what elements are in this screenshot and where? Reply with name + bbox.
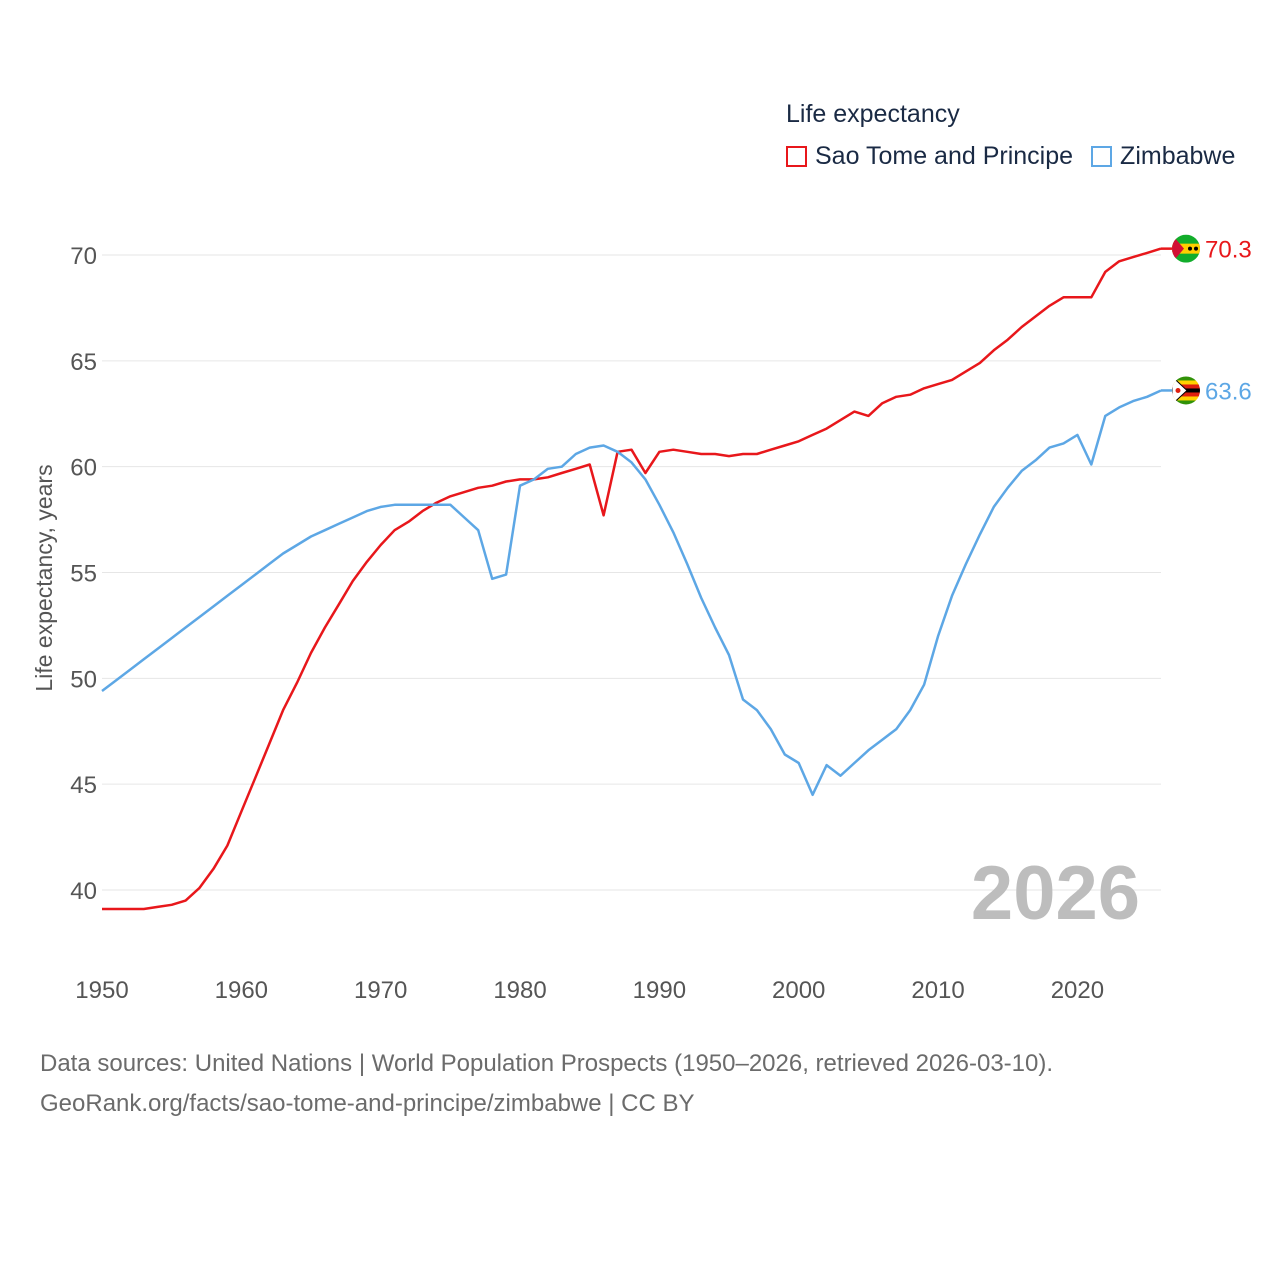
series-line-zimbabwe — [101, 389, 1162, 797]
x-tick-label: 2010 — [911, 977, 964, 1004]
legend-item-sao-tome[interactable]: Sao Tome and Principe — [786, 142, 1073, 171]
y-tick-label: 55 — [70, 561, 97, 588]
y-axis-ticks: 40 45 50 55 60 65 70 — [70, 243, 97, 905]
y-tick-label: 65 — [70, 349, 97, 376]
x-tick-label: 1960 — [215, 977, 268, 1004]
legend-swatch-sao-tome — [786, 146, 807, 167]
end-value-label-sao-tome: 70.3 — [1205, 237, 1252, 264]
grid-lines — [102, 254, 1161, 891]
y-tick-label: 60 — [70, 455, 97, 482]
y-tick-label: 50 — [70, 666, 97, 693]
legend-title: Life expectancy — [786, 100, 960, 128]
legend: Sao Tome and Principe Zimbabwe — [786, 142, 1253, 171]
x-tick-label: 1970 — [354, 977, 407, 1004]
source-line-2[interactable]: GeoRank.org/facts/sao-tome-and-principe/… — [40, 1090, 695, 1117]
flag-icon-sao-tome — [1161, 234, 1200, 263]
legend-item-zimbabwe[interactable]: Zimbabwe — [1091, 142, 1235, 171]
legend-label-zimbabwe: Zimbabwe — [1120, 142, 1236, 170]
x-tick-label: 2000 — [772, 977, 825, 1004]
x-tick-label: 2020 — [1051, 977, 1104, 1004]
legend-label-sao-tome: Sao Tome and Principe — [815, 142, 1074, 170]
year-watermark: 2026 — [971, 851, 1140, 936]
flag-icon-zimbabwe — [1161, 376, 1200, 405]
series-line-sao-tome — [102, 247, 1162, 911]
series-lines — [101, 247, 1162, 911]
x-tick-label: 1980 — [493, 977, 546, 1004]
y-axis-label: Life expectancy, years — [31, 464, 57, 691]
y-tick-label: 70 — [70, 243, 97, 270]
x-tick-label: 1950 — [75, 977, 128, 1004]
series-end-markers: 70.3 63.6 — [1161, 234, 1252, 405]
y-tick-label: 45 — [70, 772, 97, 799]
legend-swatch-zimbabwe — [1091, 146, 1113, 167]
x-axis-ticks: 1950 1960 1970 1980 1990 2000 2010 2020 — [75, 977, 1104, 1004]
y-tick-label: 40 — [70, 878, 97, 905]
end-value-label-zimbabwe: 63.6 — [1205, 378, 1252, 405]
x-tick-label: 1990 — [633, 977, 686, 1004]
source-note: Data sources: United Nations | World Pop… — [40, 1044, 1053, 1124]
source-line-1: Data sources: United Nations | World Pop… — [40, 1050, 1054, 1077]
